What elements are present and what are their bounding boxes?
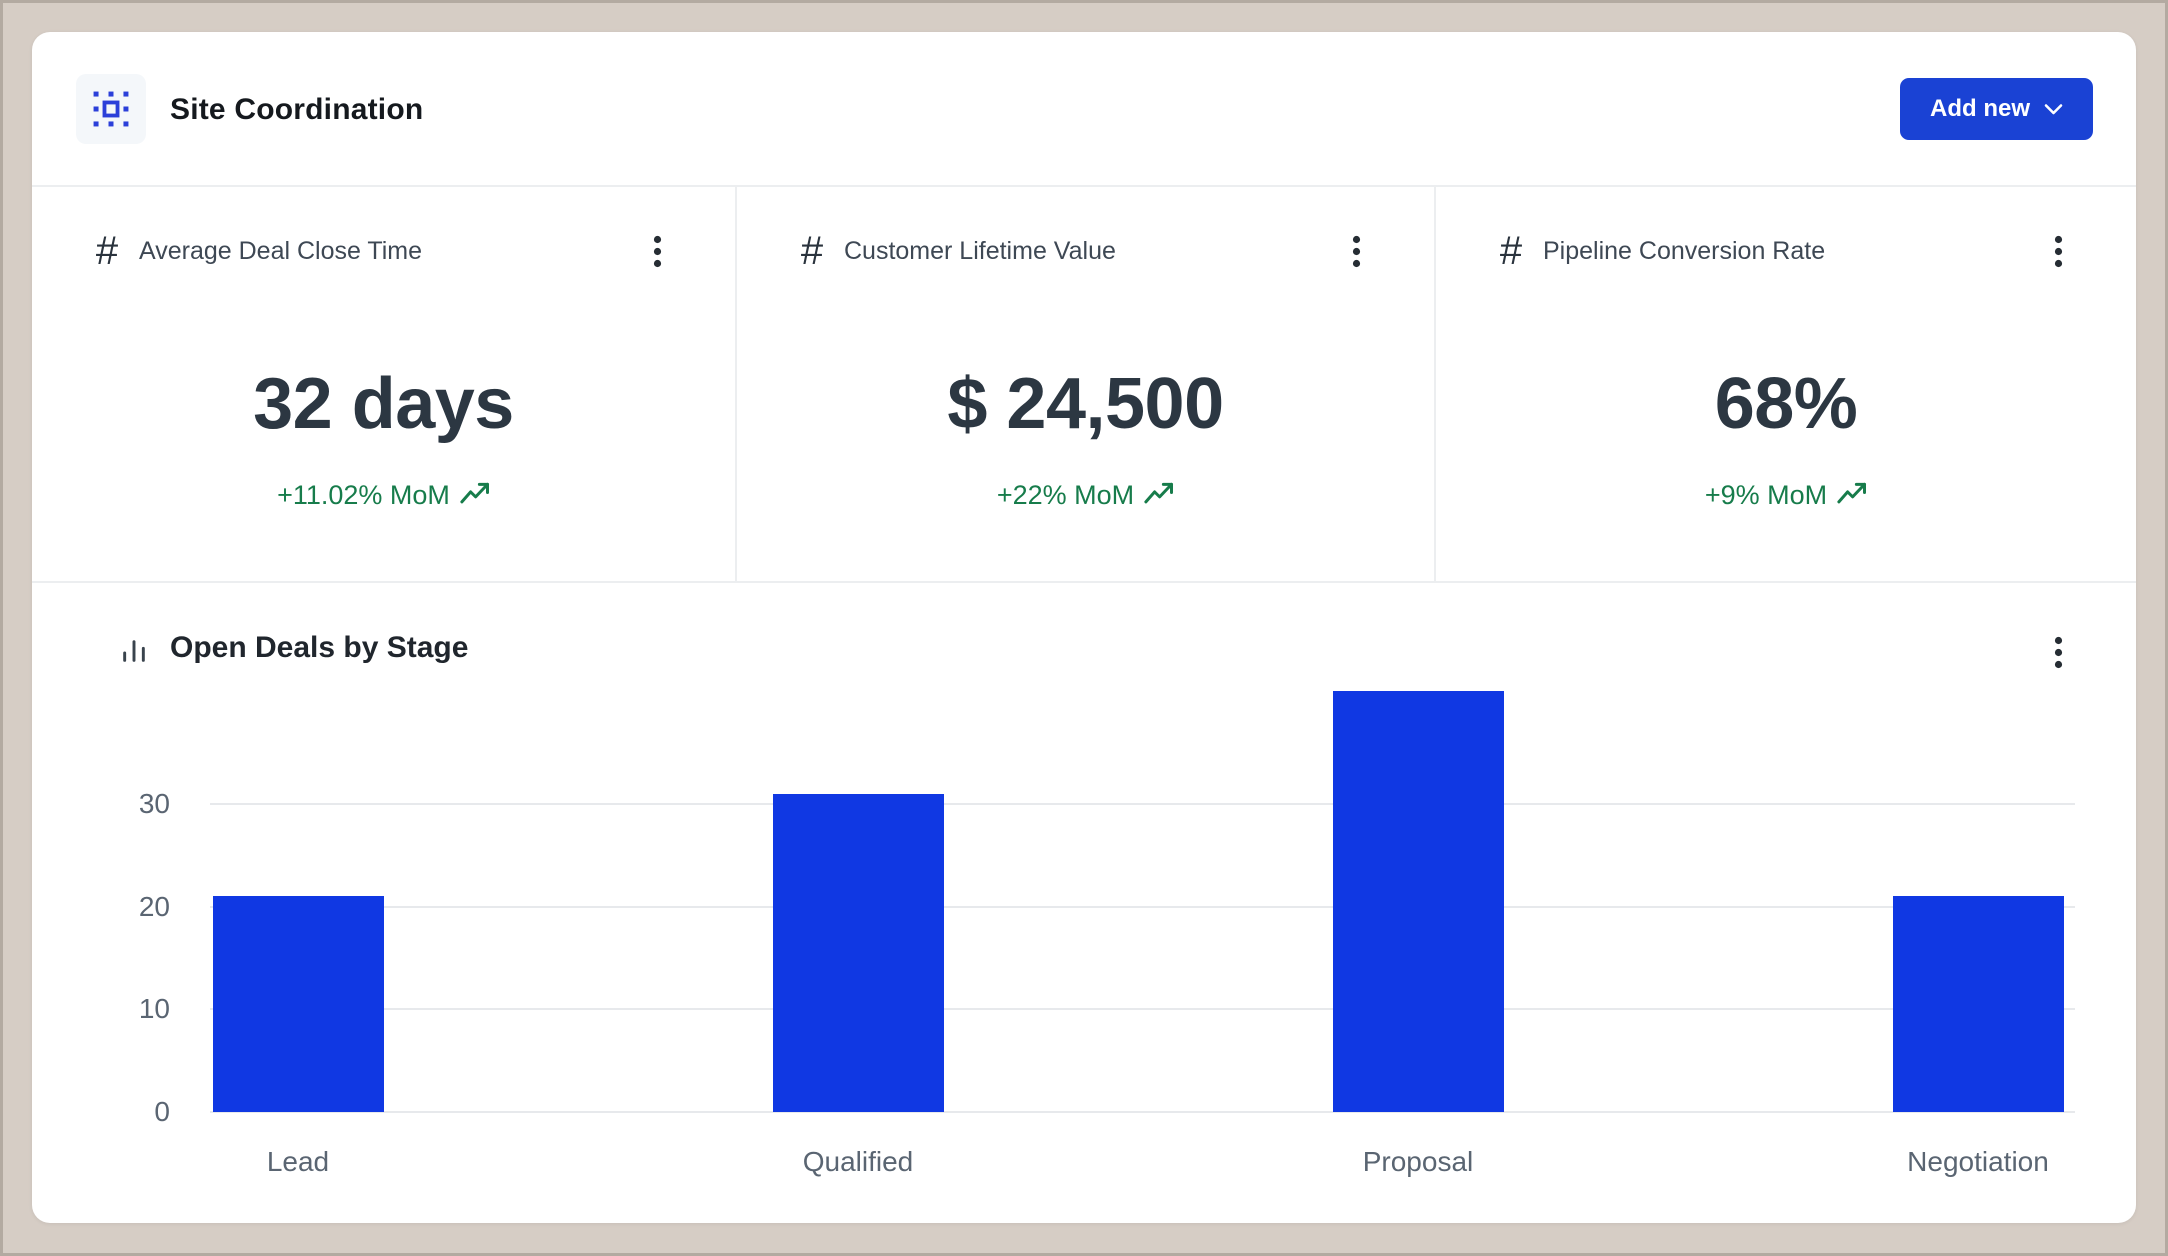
bar-chart-plot-area: 0 10 20 30 Lead Qualified Proposal Negotiation [139, 660, 2075, 1177]
section-divider [32, 581, 2136, 583]
bar-negotiation[interactable] [1892, 896, 2064, 1112]
kebab-menu-icon [653, 235, 661, 267]
x-axis-label-negotiation: Negotiation [1907, 1146, 2049, 1177]
gridline-y0 [210, 1111, 2075, 1113]
y-axis-tick-label: 0 [154, 1096, 170, 1127]
kpi-delta: +9% MoM [1436, 478, 2136, 512]
kpi-card-pipeline-conversion-rate: # Pipeline Conversion Rate 68% +9% MoM [1436, 187, 2136, 581]
hash-icon: # [800, 228, 824, 273]
kpi-delta: +22% MoM [737, 478, 1434, 512]
kebab-menu-icon [1352, 235, 1360, 267]
chart-title: Open Deals by Stage [170, 631, 469, 664]
kpi-value: 68% [1714, 364, 1858, 444]
trending-up-icon [460, 482, 489, 504]
kpi-menu-button[interactable] [1334, 229, 1378, 273]
add-new-label: Add new [1930, 95, 2030, 122]
kpi-title: Average Deal Close Time [139, 237, 423, 265]
dashboard-panel: Site Coordination Add new # Average Deal… [32, 32, 2136, 1223]
kpi-delta-text: +9% MoM [1704, 479, 1828, 510]
y-axis-tick-label: 30 [138, 787, 170, 819]
kpi-title: Pipeline Conversion Rate [1543, 237, 1826, 265]
selection-frame-icon [93, 91, 129, 127]
kpi-delta: +11.02% MoM [32, 478, 735, 512]
x-axis-label-lead: Lead [266, 1146, 330, 1177]
chart-menu-button[interactable] [2036, 630, 2080, 674]
hash-icon: # [95, 228, 119, 273]
bar-proposal[interactable] [1332, 691, 1504, 1112]
gridline-y10 [210, 1008, 2075, 1011]
chevron-down-icon [2044, 103, 2063, 114]
header-divider [32, 185, 2136, 187]
kpi-menu-button[interactable] [2036, 229, 2080, 273]
kebab-menu-icon [2054, 235, 2062, 267]
open-deals-chart-card: Open Deals by Stage 0 10 20 30 Lead Qualified… [32, 583, 2136, 1223]
y-axis-tick-label: 20 [138, 890, 170, 922]
kpi-delta-text: +22% MoM [996, 479, 1135, 510]
app-logo [76, 74, 146, 144]
gridline-y20 [210, 905, 2075, 908]
gridline-y30 [210, 802, 2075, 805]
kebab-menu-icon [2054, 636, 2062, 668]
bar-qualified[interactable] [772, 794, 944, 1112]
kpi-value: $ 24,500 [947, 364, 1224, 444]
trending-up-icon [1837, 482, 1867, 504]
trending-up-icon [1144, 482, 1174, 504]
x-axis-label-qualified: Qualified [802, 1146, 914, 1177]
x-axis-label-proposal: Proposal [1362, 1146, 1474, 1177]
header: Site Coordination Add new [32, 32, 2136, 187]
y-axis-tick-label: 10 [138, 993, 170, 1025]
kpi-row: # Average Deal Close Time 32 days +11.02… [32, 187, 2136, 581]
kpi-card-avg-deal-close-time: # Average Deal Close Time 32 days +11.02… [32, 187, 735, 581]
page-title: Site Coordination [170, 92, 424, 126]
kpi-value: 32 days [253, 364, 514, 444]
bar-lead[interactable] [212, 896, 384, 1112]
hash-icon: # [1499, 228, 1523, 273]
add-new-button[interactable]: Add new [1900, 78, 2093, 140]
bar-chart-icon [123, 640, 145, 662]
kpi-menu-button[interactable] [635, 229, 679, 273]
kpi-card-customer-lifetime-value: # Customer Lifetime Value $ 24,500 +22% … [735, 187, 1436, 581]
kpi-delta-text: +11.02% MoM [277, 479, 450, 510]
kpi-title: Customer Lifetime Value [844, 237, 1116, 265]
